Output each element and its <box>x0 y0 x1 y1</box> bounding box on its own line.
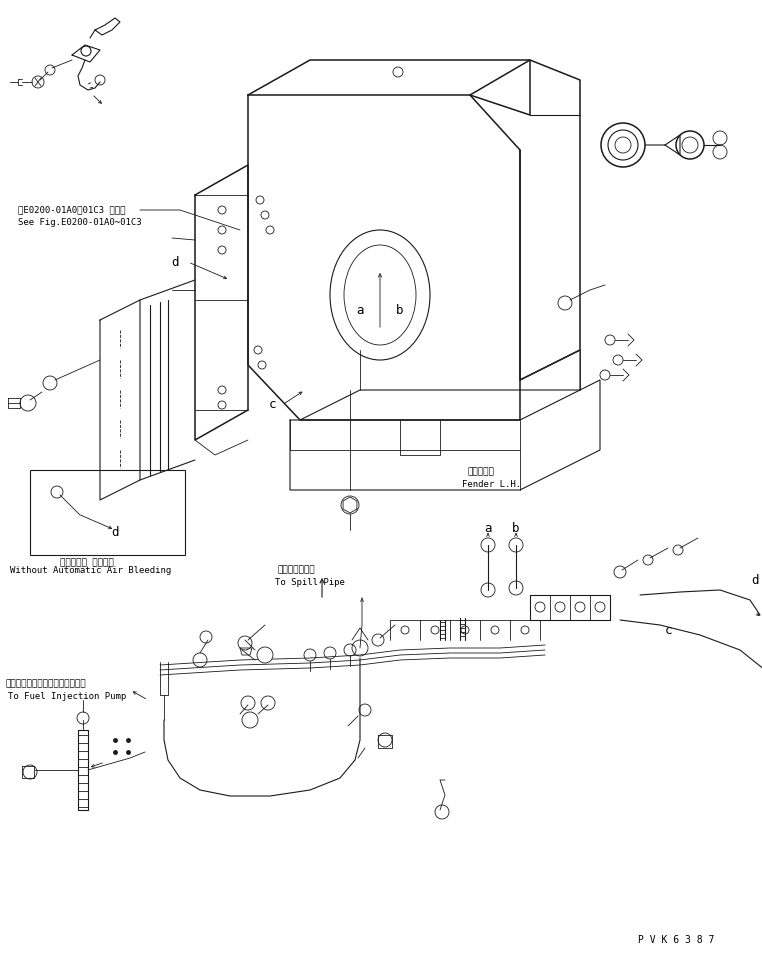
Text: c: c <box>664 624 672 636</box>
Text: 第E0200-01A0～01C3 図参照: 第E0200-01A0～01C3 図参照 <box>18 205 126 214</box>
Text: フェンダ左: フェンダ左 <box>468 467 495 476</box>
Text: スビルパイプへ: スビルパイプへ <box>278 565 315 574</box>
Text: b: b <box>396 303 404 317</box>
Bar <box>30 470 185 555</box>
Text: To Fuel Injection Pump: To Fuel Injection Pump <box>8 692 126 701</box>
Text: Without Automatic Air Bleeding: Without Automatic Air Bleeding <box>10 566 171 575</box>
Text: フェルインジェクションポンプへ: フェルインジェクションポンプへ <box>5 679 85 688</box>
Text: 自動エアー 抜きナシ: 自動エアー 抜きナシ <box>60 558 114 567</box>
Text: P V K 6 3 8 7: P V K 6 3 8 7 <box>638 935 715 945</box>
Text: a: a <box>357 303 363 317</box>
Text: c: c <box>268 398 276 412</box>
Text: To Spill Pipe: To Spill Pipe <box>275 578 345 587</box>
Circle shape <box>257 647 273 663</box>
Text: a: a <box>484 522 491 535</box>
Text: See Fig.E0200-01A0~01C3: See Fig.E0200-01A0~01C3 <box>18 218 142 227</box>
Text: d: d <box>171 256 179 269</box>
Text: d: d <box>751 573 759 587</box>
Text: d: d <box>111 525 119 539</box>
Text: Fender L.H.: Fender L.H. <box>462 480 521 489</box>
Circle shape <box>601 123 645 167</box>
Text: b: b <box>512 522 520 535</box>
